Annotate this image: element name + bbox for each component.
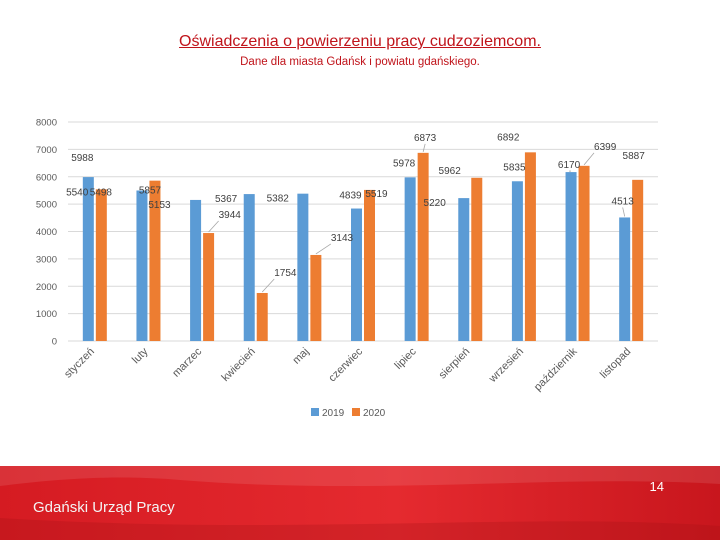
bar-2020-lipiec xyxy=(417,152,429,341)
bar-2020-listopad xyxy=(632,179,644,341)
y-tick-label: 6000 xyxy=(36,172,57,183)
bar-2019-styczeń xyxy=(82,177,94,341)
y-tick-label: 4000 xyxy=(36,227,57,238)
label-leader-line xyxy=(315,243,332,255)
bar-2020-maj xyxy=(310,254,322,341)
bar-2019-październik xyxy=(565,172,577,341)
page-number: 14 xyxy=(649,479,664,494)
x-tick-label: czerwiec xyxy=(326,345,365,384)
label-leader-line xyxy=(208,220,219,233)
bar-2019-listopad xyxy=(619,217,631,341)
legend-swatch-2020 xyxy=(352,408,360,416)
data-label: 5887 xyxy=(623,151,646,162)
legend-label-2019: 2019 xyxy=(322,408,345,419)
data-label: 5962 xyxy=(439,166,462,177)
x-tick-label: marzec xyxy=(170,345,204,379)
label-leader-line xyxy=(583,152,595,166)
footer-bar: Gdański Urząd Pracy 14 xyxy=(0,466,720,540)
bar-2020-styczeń xyxy=(95,189,107,341)
data-label: 6892 xyxy=(497,132,520,143)
bar-2019-sierpień xyxy=(458,198,470,341)
bar-2019-maj xyxy=(297,193,309,341)
x-tick-label: maj xyxy=(290,346,311,367)
label-leaders xyxy=(208,143,626,293)
data-label: 1754 xyxy=(274,268,297,279)
gridlines xyxy=(68,121,658,342)
y-axis: 0 1000 2000 3000 4000 5000 6000 7000 8000 xyxy=(36,118,57,348)
data-label: 5978 xyxy=(393,158,416,169)
data-label: 5220 xyxy=(424,198,447,209)
data-label: 5540 xyxy=(66,187,89,198)
data-label: 5857 xyxy=(139,186,162,197)
x-tick-label: lipiec xyxy=(393,345,420,372)
bar-2020-październik xyxy=(578,165,590,341)
bar-2019-marzec xyxy=(190,199,202,341)
x-tick-label: listopad xyxy=(598,346,633,381)
slide-title: Oświadczenia o powierzeniu pracy cudzozi… xyxy=(179,33,541,50)
x-tick-label: kwiecień xyxy=(220,346,258,384)
data-label: 4513 xyxy=(612,196,635,207)
bar-chart: 0 1000 2000 3000 4000 5000 6000 7000 8000 5988 54… xyxy=(36,118,658,419)
data-label: 5519 xyxy=(365,189,388,200)
slide-subtitle: Dane dla miasta Gdańsk i powiatu gdański… xyxy=(240,56,480,68)
x-tick-label: styczeń xyxy=(62,346,97,381)
data-label: 6170 xyxy=(558,160,581,171)
bar-2020-marzec xyxy=(203,233,215,341)
data-label: 3944 xyxy=(219,210,242,221)
data-label: 5153 xyxy=(148,200,171,211)
x-tick-label: październik xyxy=(532,345,580,393)
label-leader-line xyxy=(422,143,426,152)
x-tick-label: sierpień xyxy=(437,346,473,382)
data-label: 5835 xyxy=(503,162,526,173)
data-label: 5367 xyxy=(215,194,238,205)
x-tick-label: luty xyxy=(130,345,151,366)
y-tick-label: 3000 xyxy=(36,254,57,265)
label-leader-line xyxy=(261,278,275,293)
bar-2020-kwiecień xyxy=(256,292,268,341)
x-tick-label: wrzesień xyxy=(486,346,526,386)
data-labels: 5988 5498 5153 5367 5382 4839 5978 5220 5835 6170… xyxy=(66,132,645,279)
bar-2020-sierpień xyxy=(471,177,483,341)
data-label: 5382 xyxy=(267,194,290,205)
bar-2020-luty xyxy=(149,180,161,341)
data-label: 6873 xyxy=(414,133,437,144)
y-tick-label: 8000 xyxy=(36,118,57,129)
label-leader-line xyxy=(622,207,626,217)
footer-wave-decoration xyxy=(0,466,720,540)
bars xyxy=(82,152,644,341)
y-tick-label: 5000 xyxy=(36,200,57,211)
legend-label-2020: 2020 xyxy=(363,408,386,419)
data-label: 3143 xyxy=(331,233,354,244)
data-label: 6399 xyxy=(594,142,617,153)
y-tick-label: 0 xyxy=(52,337,57,348)
bar-2019-luty xyxy=(136,190,148,341)
legend-swatch-2019 xyxy=(311,408,319,416)
data-label: 5498 xyxy=(90,187,113,198)
bar-2019-lipiec xyxy=(404,177,416,341)
bar-2019-czerwiec xyxy=(351,208,362,341)
bar-2019-kwiecień xyxy=(243,194,255,341)
y-tick-label: 2000 xyxy=(36,282,57,293)
legend: 2019 2020 xyxy=(311,408,386,419)
bar-2020-czerwiec xyxy=(364,189,375,341)
bar-2019-wrzesień xyxy=(511,181,523,341)
y-tick-label: 1000 xyxy=(36,309,57,320)
x-axis: styczeń luty marzec kwiecień maj czerwiec lipi… xyxy=(62,345,633,393)
y-tick-label: 7000 xyxy=(36,145,57,156)
bar-2020-wrzesień xyxy=(524,152,536,341)
data-label: 4839 xyxy=(339,191,362,202)
data-label: 5988 xyxy=(71,153,94,164)
footer-logo-text: Gdański Urząd Pracy xyxy=(33,499,175,516)
